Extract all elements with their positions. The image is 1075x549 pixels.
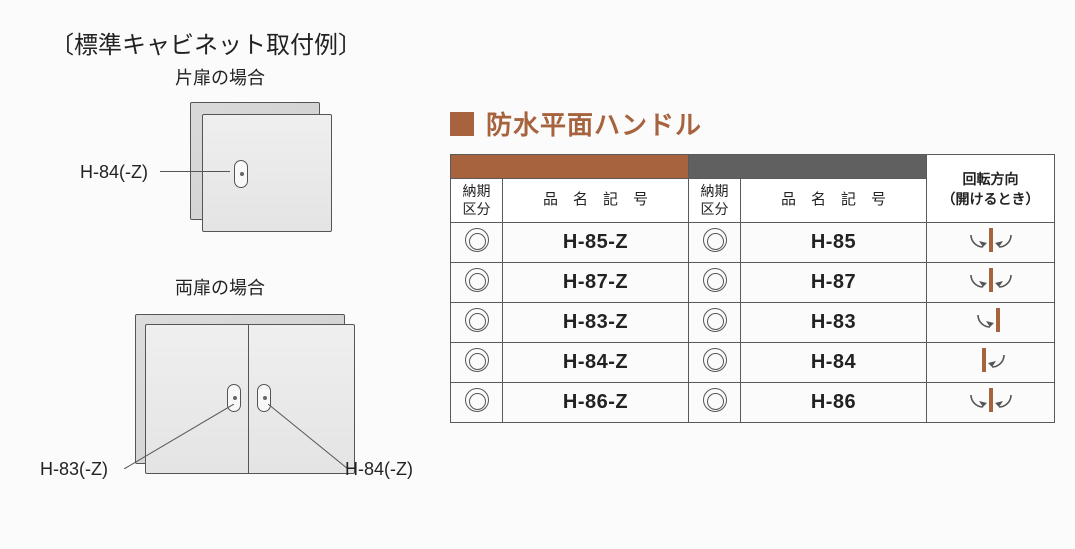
- double-circle-icon: [703, 348, 727, 372]
- delivery-mark: [451, 303, 503, 343]
- product-code: H-87-Z: [503, 263, 689, 303]
- product-code: H-86-Z: [503, 383, 689, 423]
- product-code: H-84-Z: [503, 343, 689, 383]
- handle-icon: [227, 384, 241, 412]
- rotation-icon-cell: [927, 383, 1055, 423]
- product-table-panel: 防水平面ハンドル 回転方向 （開けるとき） 納期 区分: [450, 20, 1055, 423]
- band-grey: [689, 155, 927, 179]
- double-circle-icon: [465, 388, 489, 412]
- product-code: H-85-Z: [503, 223, 689, 263]
- rotation-icon-cell: [927, 303, 1055, 343]
- product-code: H-83-Z: [503, 303, 689, 343]
- header-delivery-2: 納期 区分: [689, 179, 741, 223]
- double-circle-icon: [703, 388, 727, 412]
- rotation-icon-cell: [927, 343, 1055, 383]
- delivery-mark: [451, 343, 503, 383]
- double-door-subtitle: 両扉の場合: [20, 274, 420, 300]
- product-table: 回転方向 （開けるとき） 納期 区分 品 名 記 号 納期 区分 品 名 記 号…: [450, 154, 1055, 423]
- product-code: H-84: [741, 343, 927, 383]
- single-door-subtitle: 片扉の場合: [20, 64, 420, 90]
- handle-icon: [234, 160, 248, 188]
- table-row: H-86-Z H-86: [451, 383, 1055, 423]
- table-row: H-84-Z H-84: [451, 343, 1055, 383]
- rotation-both-icon: [961, 225, 1021, 255]
- double-circle-icon: [465, 268, 489, 292]
- rotation-both-icon: [961, 265, 1021, 295]
- mounting-example-panel: 〔標準キャビネット取付例〕 片扉の場合 H-84(-Z) 両扉の場合: [20, 20, 420, 494]
- delivery-mark: [689, 223, 741, 263]
- rotation-icon-cell: [927, 263, 1055, 303]
- delivery-mark: [689, 383, 741, 423]
- double-circle-icon: [703, 268, 727, 292]
- table-row: H-85-Z H-85: [451, 223, 1055, 263]
- double-circle-icon: [465, 348, 489, 372]
- product-code: H-83: [741, 303, 927, 343]
- table-row: H-83-Z H-83: [451, 303, 1055, 343]
- rotation-both-icon: [961, 385, 1021, 415]
- delivery-mark: [689, 263, 741, 303]
- header-code-1: 品 名 記 号: [503, 179, 689, 223]
- header-code-2: 品 名 記 号: [741, 179, 927, 223]
- single-door-diagram: H-84(-Z): [20, 94, 380, 244]
- handle-icon: [257, 384, 271, 412]
- table-row: H-87-Z H-87: [451, 263, 1055, 303]
- double-circle-icon: [703, 228, 727, 252]
- double-door-right-label: H-84(-Z): [345, 459, 413, 480]
- product-code: H-87: [741, 263, 927, 303]
- double-door-diagram: H-83(-Z) H-84(-Z): [20, 304, 420, 494]
- rotation-right-icon: [961, 345, 1021, 375]
- delivery-mark: [451, 263, 503, 303]
- rotation-icon-cell: [927, 223, 1055, 263]
- single-door-label: H-84(-Z): [80, 162, 148, 183]
- rotation-left-icon: [961, 305, 1021, 335]
- header-delivery-1: 納期 区分: [451, 179, 503, 223]
- product-code: H-86: [741, 383, 927, 423]
- square-bullet-icon: [450, 112, 474, 136]
- delivery-mark: [689, 343, 741, 383]
- mounting-example-title: 〔標準キャビネット取付例〕: [50, 25, 420, 60]
- delivery-mark: [451, 223, 503, 263]
- delivery-mark: [451, 383, 503, 423]
- header-rotation: 回転方向 （開けるとき）: [927, 155, 1055, 223]
- product-code: H-85: [741, 223, 927, 263]
- double-circle-icon: [703, 308, 727, 332]
- double-circle-icon: [465, 228, 489, 252]
- delivery-mark: [689, 303, 741, 343]
- double-circle-icon: [465, 308, 489, 332]
- double-door-left-label: H-83(-Z): [40, 459, 108, 480]
- band-orange: [451, 155, 689, 179]
- section-title: 防水平面ハンドル: [486, 105, 702, 142]
